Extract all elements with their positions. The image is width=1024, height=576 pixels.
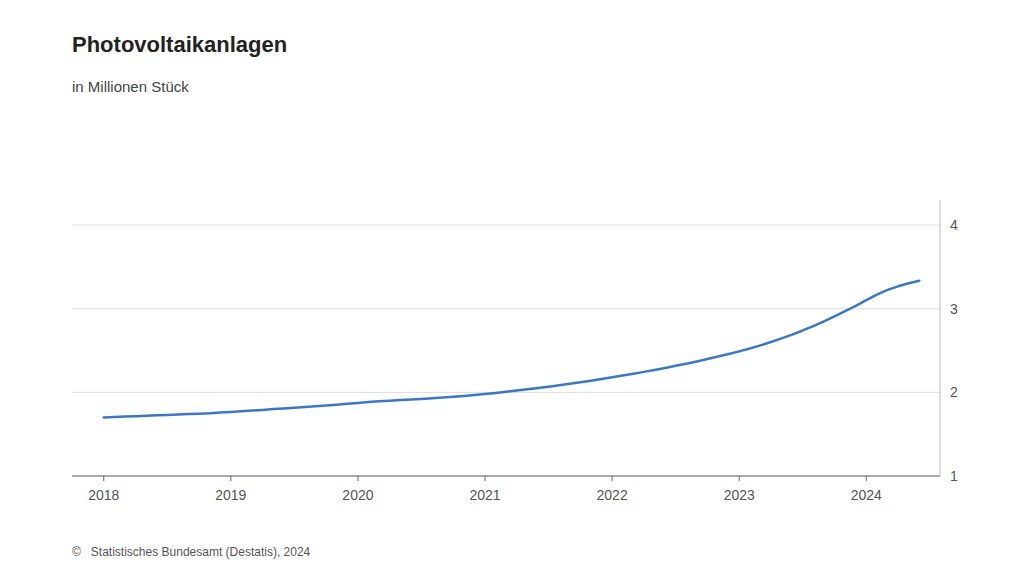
y-axis-line (940, 200, 941, 476)
x-tick-label: 2018 (88, 487, 119, 503)
footer: © Statistisches Bundesamt (Destatis), 20… (72, 545, 311, 559)
x-tick-label: 2022 (597, 487, 628, 503)
x-tick (103, 476, 104, 481)
y-tick-label: 2 (950, 384, 958, 400)
x-tick (739, 476, 740, 481)
x-tick-label: 2019 (215, 487, 246, 503)
x-tick-label: 2020 (342, 487, 373, 503)
x-tick (485, 476, 486, 481)
x-axis-line (72, 476, 940, 477)
y-axis: 1 2 3 4 (940, 200, 958, 484)
x-tick (230, 476, 231, 481)
plot-area (104, 281, 920, 418)
x-tick-label: 2023 (724, 487, 755, 503)
title: Photovoltaikanlagen (72, 32, 287, 57)
y-tick-label: 1 (950, 468, 958, 484)
x-tick (612, 476, 613, 481)
grid-line (72, 225, 940, 226)
chart: Photovoltaikanlagen in Millionen Stück 1 2 3… (0, 0, 1024, 576)
data-line (104, 281, 920, 418)
y-tick-label: 4 (950, 217, 958, 233)
x-tick (866, 476, 867, 481)
grid-line (72, 476, 940, 477)
grid (72, 225, 940, 476)
grid-line (72, 308, 940, 309)
y-tick-label: 3 (950, 301, 958, 317)
x-axis: 2018 2019 2020 2021 2022 2023 2024 (72, 476, 940, 503)
x-tick-label: 2024 (851, 487, 882, 503)
subtitle: in Millionen Stück (72, 78, 189, 95)
x-tick-label: 2021 (469, 487, 500, 503)
x-tick (357, 476, 358, 481)
